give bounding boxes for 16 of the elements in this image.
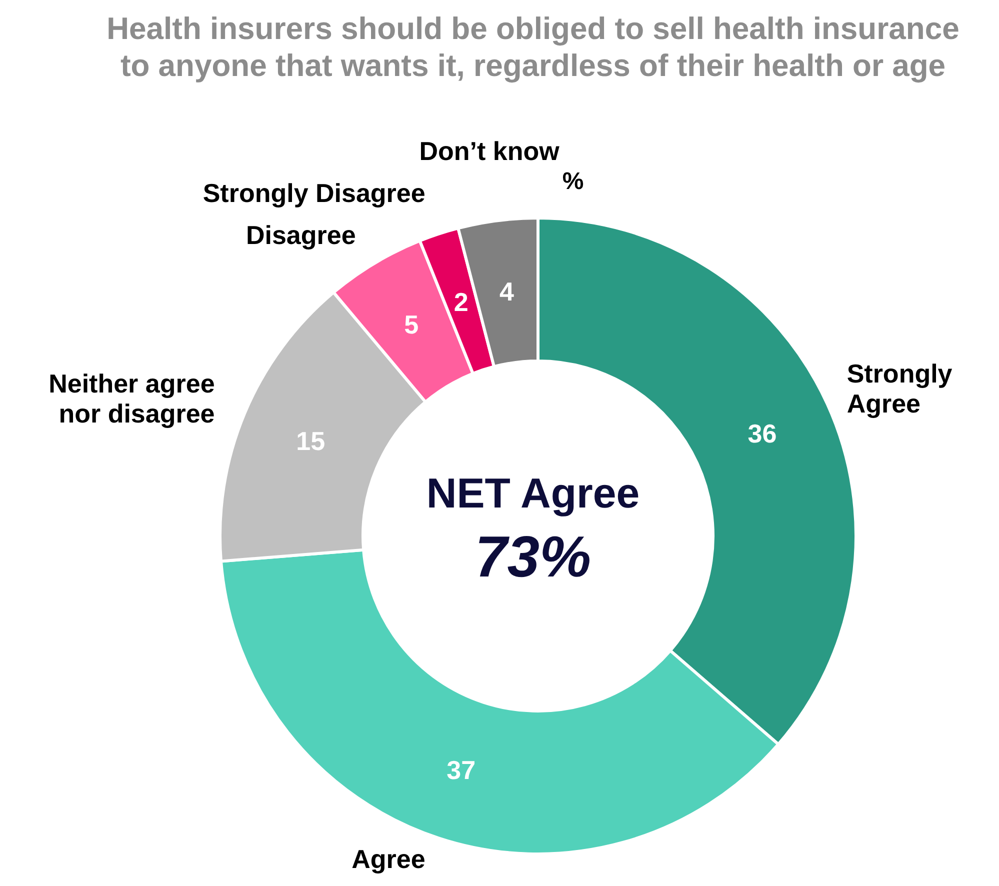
text: NET Agree [426,470,640,516]
text: % [562,168,584,195]
data-label: 15 [296,426,326,456]
text: 73% [474,524,592,590]
data-label: 37 [446,755,476,786]
slice-label: Don’t know [419,136,560,166]
slice-label: Strongly Disagree [202,178,426,208]
slice-label: Agree [352,844,426,874]
slice-label: Disagree [246,220,356,250]
data-label: 36 [748,418,777,449]
chart-title: Health insurers should be obliged to sell health insurance to anyone that wants it, regardless of their health or age [106,10,960,84]
data-label: 5 [404,310,419,340]
data-label: 4 [500,276,515,306]
slice-label: Strongly Agree [846,358,953,419]
slice-label: Neither agree nor disagree [48,368,215,429]
data-label: 2 [454,286,468,317]
